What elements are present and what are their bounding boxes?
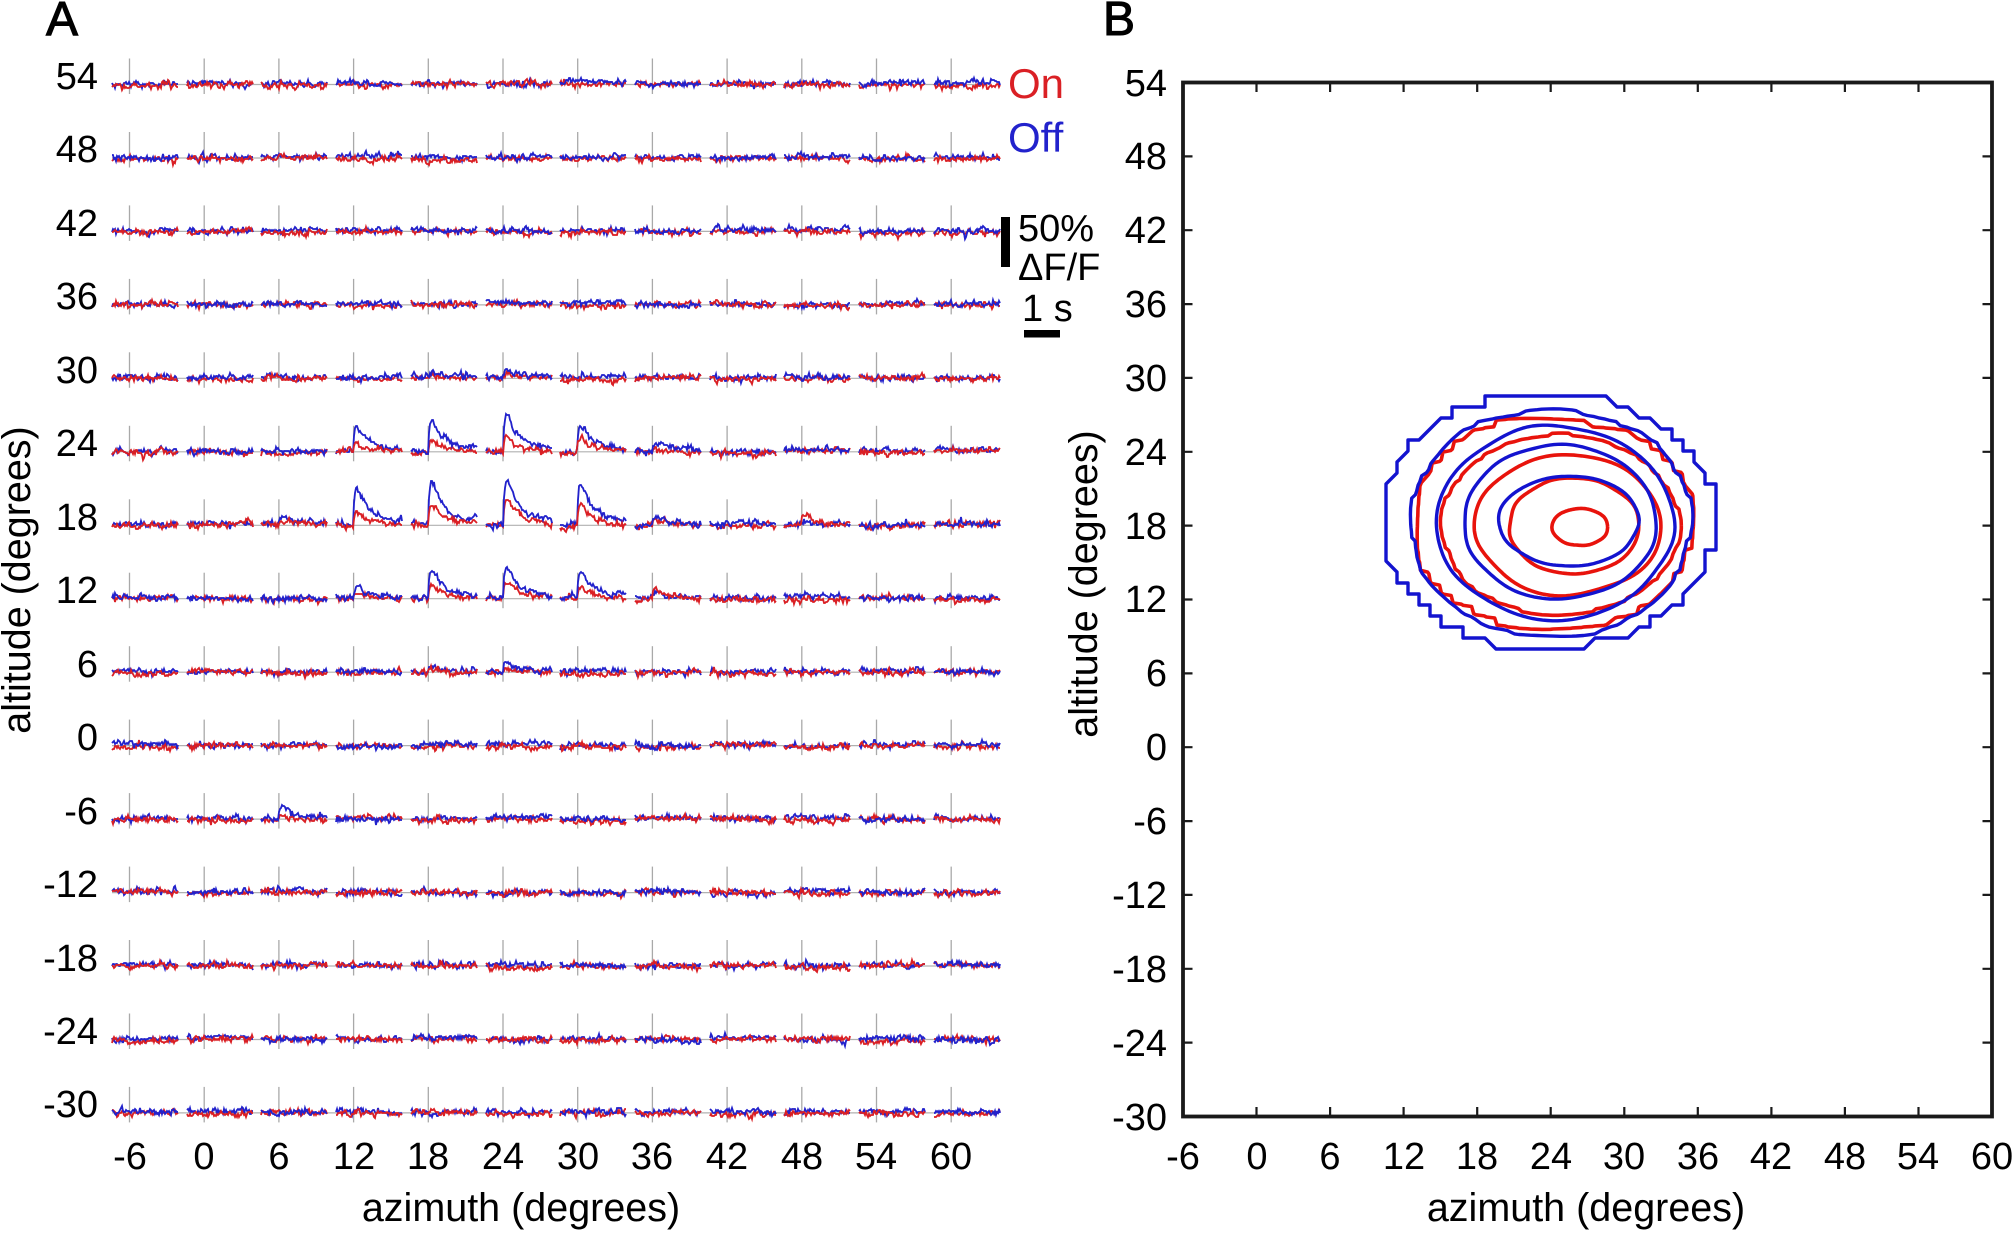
svg-text:30: 30 bbox=[56, 350, 98, 392]
svg-text:-30: -30 bbox=[43, 1084, 98, 1126]
svg-text:-24: -24 bbox=[1112, 1023, 1167, 1065]
svg-text:-6: -6 bbox=[1133, 801, 1167, 843]
svg-text:24: 24 bbox=[1125, 432, 1167, 474]
svg-text:altitude (degrees): altitude (degrees) bbox=[0, 426, 39, 733]
svg-text:48: 48 bbox=[781, 1136, 823, 1178]
svg-text:A: A bbox=[46, 0, 78, 46]
svg-text:36: 36 bbox=[1125, 284, 1167, 326]
svg-text:42: 42 bbox=[56, 203, 98, 245]
svg-text:azimuth (degrees): azimuth (degrees) bbox=[1427, 1186, 1745, 1230]
svg-text:0: 0 bbox=[193, 1136, 214, 1178]
svg-text:30: 30 bbox=[1603, 1136, 1645, 1178]
svg-text:6: 6 bbox=[77, 644, 98, 686]
svg-text:60: 60 bbox=[1971, 1136, 2013, 1178]
svg-text:36: 36 bbox=[631, 1136, 673, 1178]
svg-text:18: 18 bbox=[1456, 1136, 1498, 1178]
svg-text:12: 12 bbox=[56, 570, 98, 612]
svg-text:-18: -18 bbox=[1112, 949, 1167, 991]
svg-text:54: 54 bbox=[855, 1136, 897, 1178]
svg-text:1 s: 1 s bbox=[1022, 288, 1073, 330]
svg-text:54: 54 bbox=[1897, 1136, 1939, 1178]
svg-text:altitude (degrees): altitude (degrees) bbox=[1062, 430, 1106, 737]
svg-text:On: On bbox=[1008, 60, 1064, 107]
svg-text:12: 12 bbox=[333, 1136, 375, 1178]
svg-text:-12: -12 bbox=[1112, 875, 1167, 917]
svg-text:0: 0 bbox=[77, 717, 98, 759]
svg-text:-12: -12 bbox=[43, 864, 98, 906]
svg-text:-6: -6 bbox=[1166, 1136, 1200, 1178]
svg-text:24: 24 bbox=[56, 423, 98, 465]
svg-text:-6: -6 bbox=[64, 791, 98, 833]
svg-text:24: 24 bbox=[1530, 1136, 1572, 1178]
svg-text:30: 30 bbox=[1125, 358, 1167, 400]
svg-text:48: 48 bbox=[1824, 1136, 1866, 1178]
svg-text:ΔF/F: ΔF/F bbox=[1018, 247, 1100, 289]
svg-text:54: 54 bbox=[1125, 63, 1167, 105]
svg-text:0: 0 bbox=[1146, 727, 1167, 769]
svg-text:6: 6 bbox=[268, 1136, 289, 1178]
svg-text:18: 18 bbox=[1125, 506, 1167, 548]
svg-text:-24: -24 bbox=[43, 1011, 98, 1053]
svg-text:12: 12 bbox=[1383, 1136, 1425, 1178]
svg-text:24: 24 bbox=[482, 1136, 524, 1178]
svg-text:36: 36 bbox=[56, 276, 98, 318]
svg-text:6: 6 bbox=[1146, 653, 1167, 695]
svg-text:0: 0 bbox=[1246, 1136, 1267, 1178]
svg-text:-6: -6 bbox=[113, 1136, 147, 1178]
svg-text:-30: -30 bbox=[1112, 1097, 1167, 1139]
svg-text:azimuth (degrees): azimuth (degrees) bbox=[362, 1186, 680, 1230]
svg-text:50%: 50% bbox=[1018, 208, 1094, 250]
svg-text:18: 18 bbox=[407, 1136, 449, 1178]
svg-text:18: 18 bbox=[56, 497, 98, 539]
svg-text:30: 30 bbox=[557, 1136, 599, 1178]
svg-text:6: 6 bbox=[1319, 1136, 1340, 1178]
svg-text:36: 36 bbox=[1677, 1136, 1719, 1178]
svg-text:48: 48 bbox=[56, 129, 98, 171]
svg-text:-18: -18 bbox=[43, 938, 98, 980]
svg-text:42: 42 bbox=[706, 1136, 748, 1178]
svg-text:42: 42 bbox=[1125, 210, 1167, 252]
svg-text:Off: Off bbox=[1008, 114, 1064, 161]
svg-text:B: B bbox=[1103, 0, 1135, 46]
svg-text:54: 54 bbox=[56, 56, 98, 98]
svg-text:48: 48 bbox=[1125, 136, 1167, 178]
svg-text:12: 12 bbox=[1125, 579, 1167, 621]
svg-text:60: 60 bbox=[930, 1136, 972, 1178]
svg-text:42: 42 bbox=[1750, 1136, 1792, 1178]
